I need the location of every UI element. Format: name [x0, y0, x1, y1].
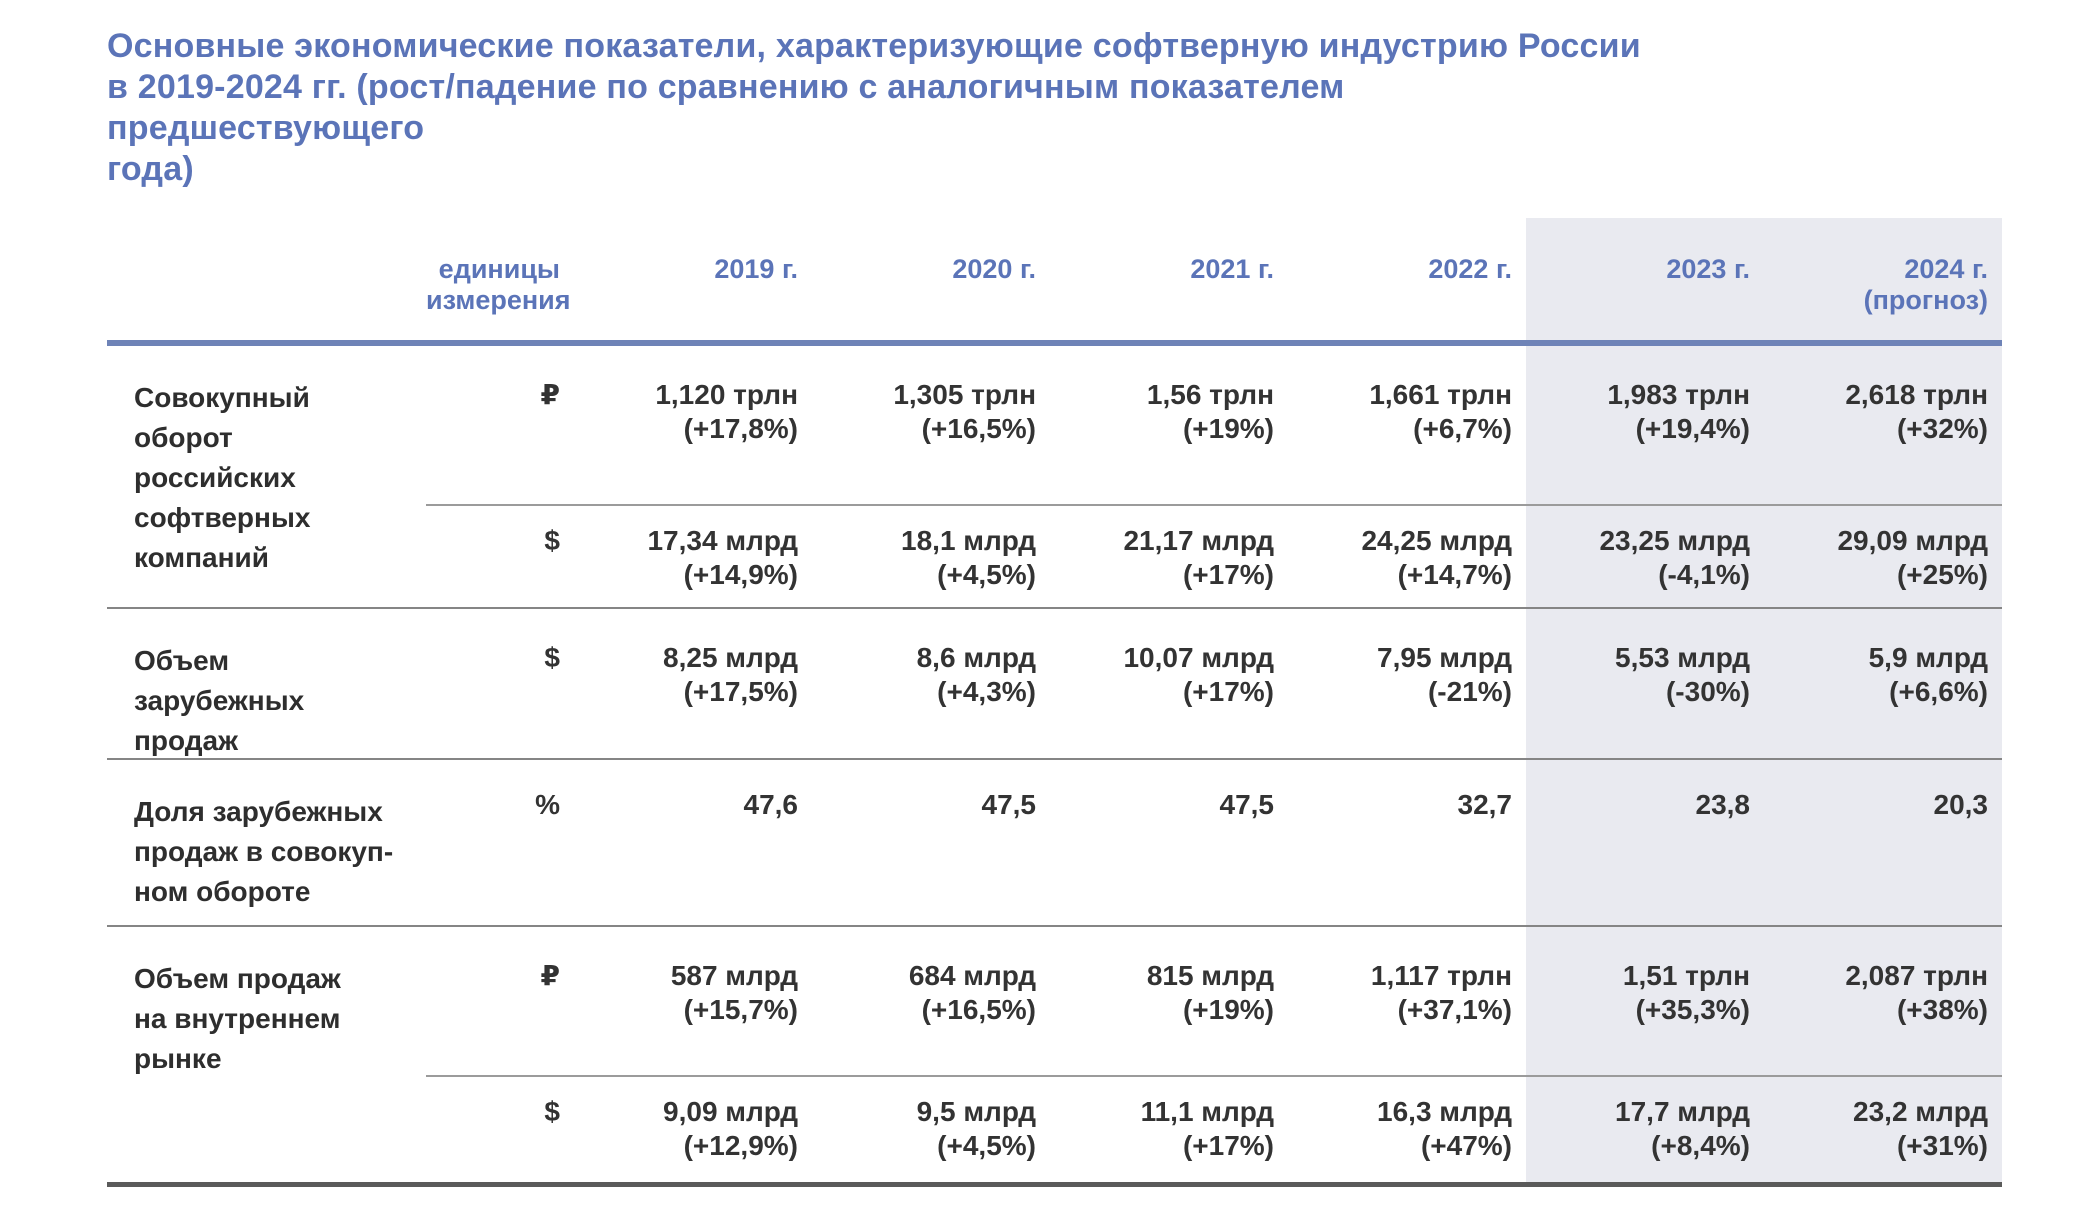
page-title: Основные экономические показатели, харак… [107, 27, 1641, 188]
value-cell: 47,5 [1219, 789, 1275, 820]
row-label: Объем продаж на внутреннем рынке [134, 963, 341, 1074]
value-cell: 20,3 [1933, 789, 1989, 820]
value-cell: 1,120 трлн (+17,8%) [574, 346, 812, 506]
value-cell: 23,25 млрд (-4,1%) [1599, 525, 1750, 590]
table-row-foreign-sales: Объем зарубежных продаж $ 8,25 млрд (+17… [107, 609, 2002, 760]
year-header-2021: 2021 г. [1190, 254, 1274, 284]
value-cell: 47,5 [981, 789, 1037, 820]
value-cell: 815 млрд (+19%) [1050, 927, 1288, 1077]
value-cell: 1,56 трлн (+19%) [1050, 346, 1288, 506]
year-header-2020: 2020 г. [952, 254, 1036, 284]
unit-column-header: единицы измерения [426, 254, 571, 315]
value-cell: 18,1 млрд (+4,5%) [901, 525, 1036, 590]
value-cell: 1,51 трлн (+35,3%) [1526, 927, 1764, 1077]
value-cell: 9,09 млрд (+12,9%) [663, 1096, 798, 1161]
value-cell: 1,661 трлн (+6,7%) [1288, 346, 1526, 506]
value-cell: 1,305 трлн (+16,5%) [812, 346, 1050, 506]
value-cell: 10,07 млрд (+17%) [1123, 642, 1274, 707]
row-label: Совокупный оборот российских софтверных … [134, 382, 311, 573]
value-cell: 9,5 млрд (+4,5%) [916, 1096, 1036, 1161]
table-row-foreign-sales-share: Доля зарубежных продаж в совокуп- ном об… [107, 760, 2002, 927]
year-header-2024: 2024 г. (прогноз) [1863, 254, 1988, 315]
value-cell: 2,087 трлн (+38%) [1764, 927, 2002, 1077]
year-header-2019: 2019 г. [714, 254, 798, 284]
value-cell: 2,618 трлн (+32%) [1764, 346, 2002, 506]
unit-cell: ₽ [426, 346, 574, 506]
row-label: Объем зарубежных продаж [134, 645, 305, 756]
value-cell: 24,25 млрд (+14,7%) [1361, 525, 1512, 590]
table-row-domestic-sales: Объем продаж на внутреннем рынке ₽ 587 м… [107, 927, 2002, 1187]
unit-cell: $ [544, 525, 560, 556]
year-header-2023: 2023 г. [1666, 254, 1750, 284]
value-cell: 17,34 млрд (+14,9%) [647, 525, 798, 590]
value-cell: 21,17 млрд (+17%) [1123, 525, 1274, 590]
value-cell: 23,8 [1695, 789, 1751, 820]
unit-cell: % [535, 789, 560, 820]
unit-cell: $ [544, 642, 560, 673]
value-cell: 8,6 млрд (+4,3%) [916, 642, 1036, 707]
highlight-columns-2023-2024 [1526, 218, 2002, 1187]
value-cell: 17,7 млрд (+8,4%) [1615, 1096, 1750, 1161]
value-cell: 684 млрд (+16,5%) [812, 927, 1050, 1077]
table-row-total-turnover: Совокупный оборот российских софтверных … [107, 346, 2002, 609]
year-header-2022: 2022 г. [1428, 254, 1512, 284]
value-cell: 5,53 млрд (-30%) [1615, 642, 1750, 707]
value-cell: 5,9 млрд (+6,6%) [1868, 642, 1988, 707]
value-cell: 47,6 [743, 789, 799, 820]
value-cell: 23,2 млрд (+31%) [1853, 1096, 1988, 1161]
value-cell: 1,983 трлн (+19,4%) [1526, 346, 1764, 506]
value-cell: 8,25 млрд (+17,5%) [663, 642, 798, 707]
value-cell: 32,7 [1457, 789, 1513, 820]
value-cell: 7,95 млрд (-21%) [1377, 642, 1512, 707]
value-cell: 1,117 трлн (+37,1%) [1288, 927, 1526, 1077]
unit-cell: ₽ [426, 927, 574, 1077]
value-cell: 11,1 млрд (+17%) [1140, 1096, 1274, 1161]
value-cell: 16,3 млрд (+47%) [1377, 1096, 1512, 1161]
row-label: Доля зарубежных продаж в совокуп- ном об… [134, 796, 394, 907]
header-spacer [107, 218, 426, 340]
indicators-table: единицы измерения 2019 г. 2020 г. 2021 г… [107, 218, 2002, 1187]
unit-cell: $ [544, 1096, 560, 1127]
table-header-row: единицы измерения 2019 г. 2020 г. 2021 г… [107, 218, 2002, 346]
value-cell: 29,09 млрд (+25%) [1837, 525, 1988, 590]
value-cell: 587 млрд (+15,7%) [574, 927, 812, 1077]
